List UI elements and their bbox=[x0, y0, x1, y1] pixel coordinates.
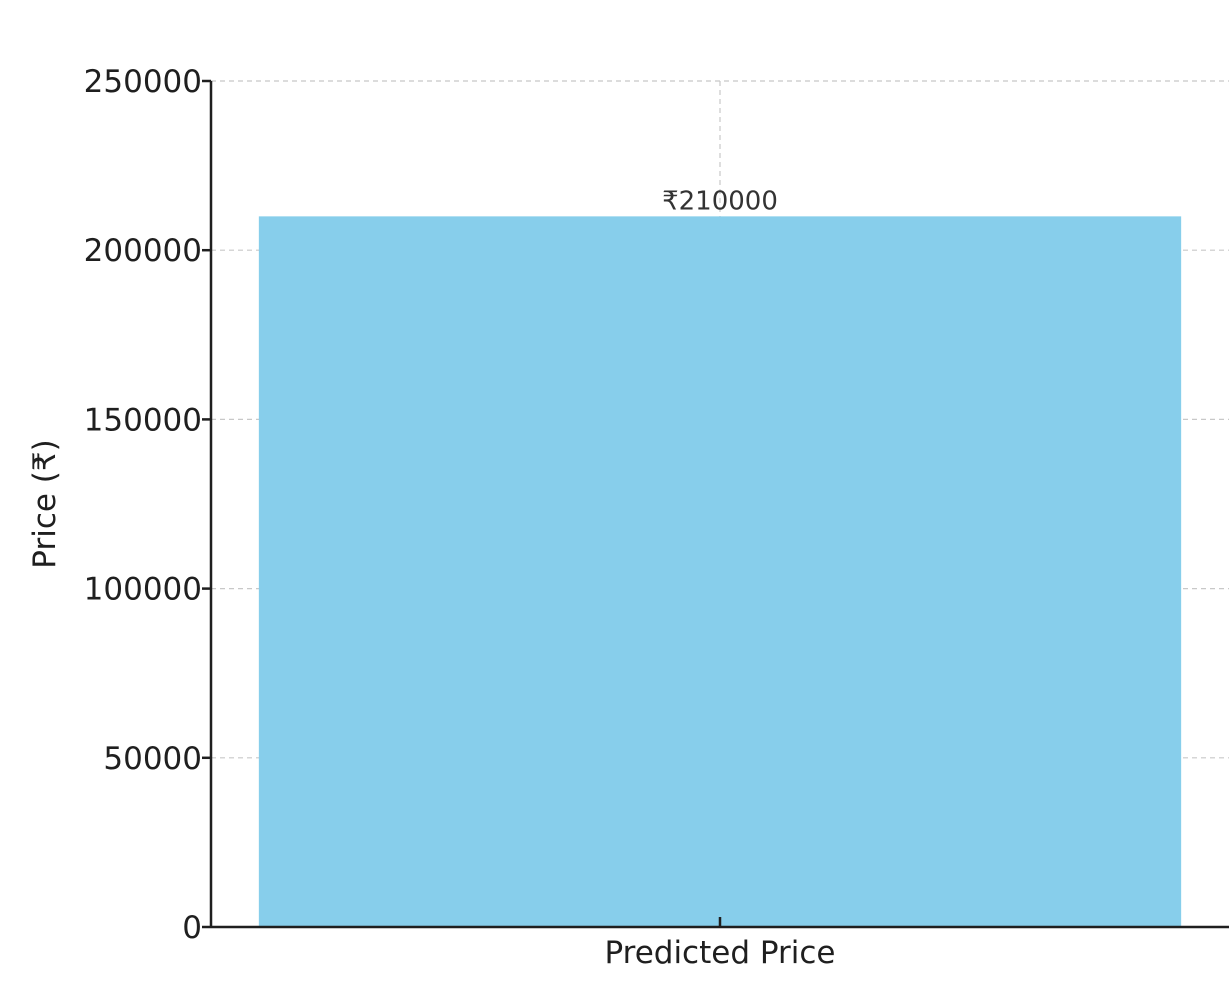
y-tick-label: 200000 bbox=[84, 233, 202, 269]
y-tick-label: 0 bbox=[182, 910, 202, 946]
x-tick-label: Predicted Price bbox=[604, 935, 835, 971]
axes bbox=[202, 79, 1229, 929]
y-tick-label: 100000 bbox=[84, 572, 202, 608]
x-tick-labels: Predicted Price bbox=[604, 935, 835, 971]
data-labels: ₹210000 bbox=[662, 186, 778, 216]
y-axis-label: Price (₹) bbox=[27, 439, 63, 568]
bar-value-label: ₹210000 bbox=[662, 186, 778, 216]
y-tick-label: 50000 bbox=[103, 741, 202, 777]
y-tick-label: 150000 bbox=[84, 402, 202, 438]
y-tick-label: 250000 bbox=[84, 64, 202, 100]
bar bbox=[258, 216, 1182, 928]
bars bbox=[258, 216, 1182, 928]
y-tick-labels: 0 50000 100000 150000 200000 250000 bbox=[84, 64, 202, 946]
